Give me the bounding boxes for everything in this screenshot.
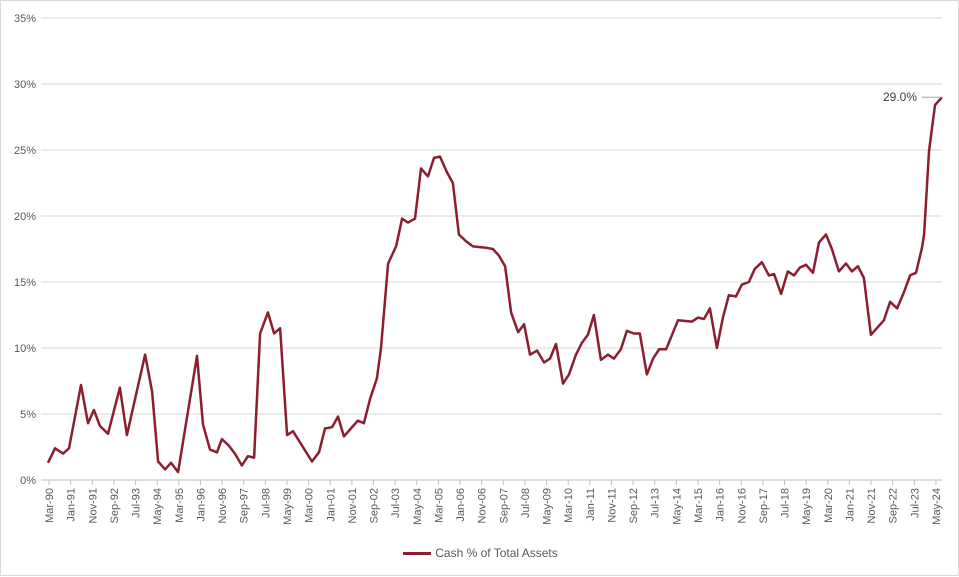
- x-tick-label: Nov-91: [87, 488, 99, 523]
- x-tick-label: Mar-05: [433, 488, 445, 523]
- x-tick-label: Sep-22: [888, 488, 900, 523]
- x-tick-label: Sep-97: [239, 488, 251, 523]
- y-tick-label: 30%: [14, 79, 36, 91]
- x-tick-label: Mar-10: [563, 488, 575, 523]
- x-tick-label: Sep-07: [498, 488, 510, 523]
- y-tick-label: 20%: [14, 211, 36, 223]
- x-tick-label: Jul-23: [909, 488, 921, 518]
- x-tick-label: Sep-17: [758, 488, 770, 523]
- x-tick-label: Jul-93: [131, 488, 143, 518]
- x-tick-label: Jul-18: [780, 488, 792, 518]
- legend-swatch: [403, 552, 432, 556]
- x-tick-label: Sep-02: [369, 488, 381, 523]
- data-label: 29.0%: [883, 90, 917, 104]
- x-tick-label: Jan-06: [455, 488, 467, 522]
- x-tick-label: Mar-90: [44, 488, 56, 523]
- x-tick-label: Nov-11: [606, 488, 618, 523]
- x-tick-label: Jan-91: [66, 488, 78, 522]
- x-tick-label: Nov-21: [866, 488, 878, 523]
- x-tick-label: Nov-16: [736, 488, 748, 523]
- x-tick-label: Mar-00: [304, 488, 316, 523]
- x-tick-label: May-19: [801, 488, 813, 525]
- x-tick-label: Jul-98: [260, 488, 272, 518]
- y-tick-label: 10%: [14, 343, 36, 355]
- legend-label: Cash % of Total Assets: [435, 546, 558, 560]
- x-tick-label: Nov-96: [217, 488, 229, 523]
- x-tick-label: Jan-11: [585, 488, 597, 521]
- y-tick-label: 15%: [14, 277, 36, 289]
- x-tick-label: Jan-21: [844, 488, 856, 522]
- x-tick-label: Mar-20: [823, 488, 835, 523]
- x-tick-label: May-94: [152, 488, 164, 525]
- x-tick-label: May-14: [671, 488, 683, 525]
- x-tick-label: May-99: [282, 488, 294, 525]
- x-tick-label: Jul-13: [650, 488, 662, 518]
- x-tick-label: Jan-96: [195, 488, 207, 522]
- legend: Cash % of Total Assets: [1, 546, 959, 560]
- x-tick-label: Jan-16: [715, 488, 727, 522]
- y-tick-label: 0%: [20, 475, 36, 487]
- x-tick-label: May-24: [931, 488, 943, 525]
- x-tick-label: Jul-03: [390, 488, 402, 518]
- x-tick-label: Nov-06: [477, 488, 489, 523]
- x-tick-label: May-04: [412, 488, 424, 525]
- x-tick-label: Mar-15: [693, 488, 705, 523]
- y-tick-label: 5%: [20, 409, 36, 421]
- x-tick-label: Jul-08: [520, 488, 532, 518]
- x-tick-label: May-09: [542, 488, 554, 525]
- x-tick-label: Sep-12: [628, 488, 640, 523]
- x-tick-label: Jan-01: [325, 488, 337, 522]
- y-tick-label: 25%: [14, 145, 36, 157]
- y-tick-label: 35%: [14, 13, 36, 25]
- x-tick-label: Mar-95: [174, 488, 186, 523]
- x-tick-label: Nov-01: [347, 488, 359, 523]
- series-line-cash-pct: [46, 96, 943, 474]
- x-tick-label: Sep-92: [109, 488, 121, 523]
